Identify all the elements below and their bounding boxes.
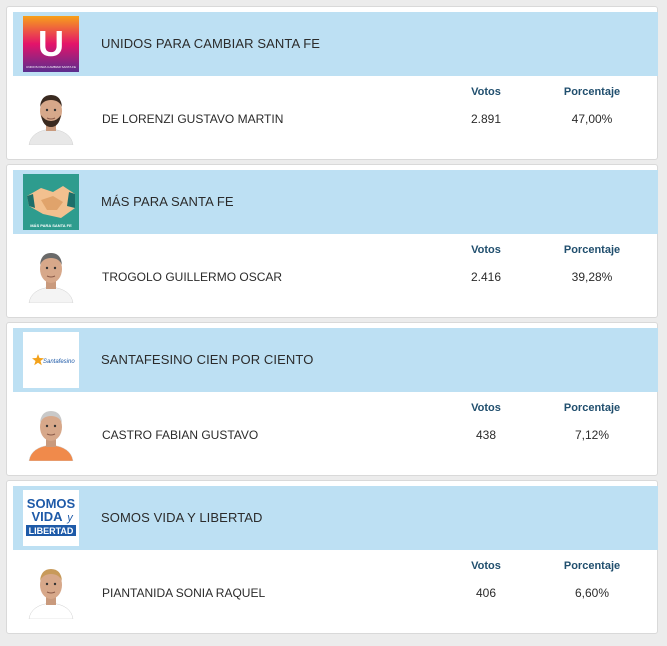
percent-value: 39,28%	[571, 270, 613, 284]
handshake-logo: MÁS PARA SANTA FE	[23, 174, 79, 230]
party-header: Santafesino SANTAFESINO CIEN POR CIENTO	[13, 328, 658, 392]
party-name: MÁS PARA SANTA FE	[101, 194, 234, 209]
votes-value: 438	[475, 428, 497, 442]
party-result-card-1: U UNIDOS PARA CAMBIAR SANTA FE UNIDOS PAR…	[6, 6, 658, 160]
candidate-photo	[23, 89, 79, 145]
party-header: U UNIDOS PARA CAMBIAR SANTA FE UNIDOS PAR…	[13, 12, 658, 76]
logo-subtext: MÁS PARA SANTA FE	[30, 223, 72, 228]
party-result-card-3: Santafesino SANTAFESINO CIEN POR CIENTO …	[6, 322, 658, 476]
candidate-name: DE LORENZI GUSTAVO MARTIN	[102, 112, 284, 126]
votes-header: Votos	[471, 560, 501, 572]
candidate-name: PIANTANIDA SONIA RAQUEL	[102, 586, 266, 600]
votes-header: Votos	[471, 86, 501, 98]
person-icon	[23, 89, 79, 145]
percent-header: Porcentaje	[563, 244, 621, 256]
party-name: UNIDOS PARA CAMBIAR SANTA FE	[101, 36, 321, 51]
candidate-photo	[23, 563, 79, 619]
percent-value: 47,00%	[571, 112, 613, 126]
percent-header: Porcentaje	[563, 402, 621, 414]
party-result-card-4: SOMOS VIDA y LIBERTAD SOMOS VIDA Y LIBERTAD…	[6, 480, 658, 634]
votes-header: Votos	[471, 244, 501, 256]
percent-value: 6,60%	[574, 586, 610, 600]
candidate-name: CASTRO FABIAN GUSTAVO	[102, 428, 259, 442]
logo-line: VIDA	[31, 509, 63, 524]
logo-line: SOMOS	[27, 496, 76, 511]
logo-letter: U	[38, 23, 64, 64]
votes-value: 2.416	[470, 270, 502, 284]
logo-line: LIBERTAD	[29, 526, 74, 536]
logo-line: y	[66, 512, 74, 524]
percent-header: Porcentaje	[563, 560, 621, 572]
party-header: SOMOS VIDA y LIBERTAD SOMOS VIDA Y LIBERTAD	[13, 486, 658, 550]
candidate-photo	[23, 247, 79, 303]
party-header: MÁS PARA SANTA FE MÁS PARA SANTA FE	[13, 170, 658, 234]
party-name: SOMOS VIDA Y LIBERTAD	[101, 510, 263, 525]
person-icon	[23, 247, 79, 303]
person-icon	[23, 405, 79, 461]
somos-vida-logo: SOMOS VIDA y LIBERTAD	[23, 490, 79, 546]
party-name: SANTAFESINO CIEN POR CIENTO	[101, 352, 314, 367]
votes-value: 406	[475, 586, 497, 600]
party-result-card-2: MÁS PARA SANTA FE MÁS PARA SANTA FE TROG…	[6, 164, 658, 318]
logo-text: Santafesino	[43, 359, 75, 365]
percent-value: 7,12%	[574, 428, 610, 442]
percent-header: Porcentaje	[563, 86, 621, 98]
votes-value: 2.891	[470, 112, 502, 126]
unidos-logo: U UNIDOS PARA CAMBIAR SANTA FE	[23, 16, 79, 72]
logo-subtext: UNIDOS PARA CAMBIAR SANTA FE	[26, 65, 76, 69]
person-icon	[23, 563, 79, 619]
candidate-photo	[23, 405, 79, 461]
candidate-name: TROGOLO GUILLERMO OSCAR	[102, 270, 283, 284]
votes-header: Votos	[471, 402, 501, 414]
santafesino-logo: Santafesino	[23, 332, 79, 388]
